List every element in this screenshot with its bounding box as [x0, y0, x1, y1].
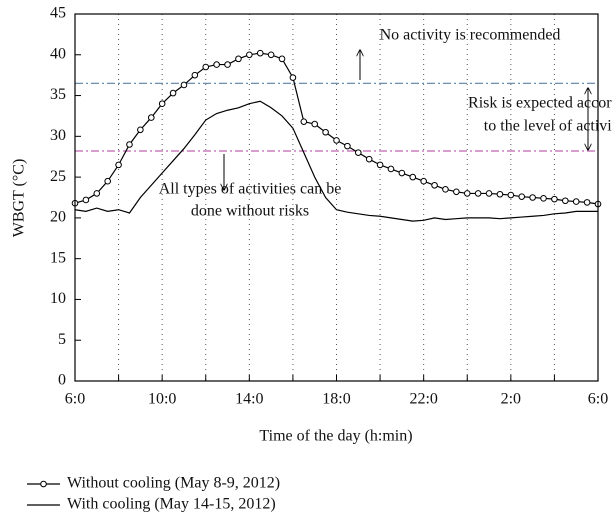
point	[485, 190, 493, 197]
point	[409, 173, 417, 181]
point	[126, 141, 133, 148]
point	[82, 196, 90, 204]
y-tick-label: 25	[50, 168, 66, 185]
point	[104, 177, 111, 185]
point	[463, 190, 471, 197]
x-tick-label: 14:0	[235, 391, 263, 408]
plot-frame	[74, 13, 599, 382]
point	[93, 190, 101, 197]
annotation: No activity is recommended	[380, 27, 561, 44]
point	[278, 55, 286, 63]
y-axis-title: WBGT (°C)	[11, 159, 28, 238]
point	[115, 161, 122, 169]
point	[442, 186, 449, 193]
point	[572, 198, 580, 205]
point	[540, 195, 547, 202]
annotation: All types of activities can be	[159, 181, 342, 198]
point	[529, 194, 536, 201]
point	[300, 118, 308, 125]
legend-label: Without cooling (May 8-9, 2012)	[67, 475, 280, 492]
point	[224, 61, 231, 68]
point	[158, 100, 166, 108]
point	[180, 81, 188, 89]
point	[246, 51, 253, 59]
annotation: to the level of activity	[484, 118, 612, 135]
point	[583, 199, 591, 206]
point	[235, 55, 242, 63]
x-axis-title: Time of the day (h:min)	[259, 428, 412, 445]
point	[551, 195, 558, 203]
y-tick-label: 10	[50, 290, 66, 307]
y-tick-label: 30	[50, 127, 66, 144]
point	[322, 128, 329, 136]
point	[256, 49, 264, 57]
x-tick-label: 10:0	[148, 391, 176, 408]
point	[137, 126, 144, 134]
y-tick-label: 45	[50, 5, 66, 22]
x-tick-label: 6:0	[588, 391, 608, 408]
point	[191, 71, 199, 79]
y-tick-label: 20	[50, 209, 66, 226]
point	[202, 63, 210, 71]
y-tick-label: 15	[50, 249, 66, 266]
point	[398, 169, 406, 177]
point	[474, 190, 482, 197]
x-tick-label: 18:0	[322, 391, 350, 408]
point	[289, 74, 297, 81]
annotation: Risk is expected according	[468, 95, 612, 112]
point	[147, 114, 155, 121]
point	[518, 193, 526, 200]
point	[496, 190, 504, 198]
y-tick-label: 5	[58, 331, 66, 348]
series-line	[74, 100, 598, 222]
y-tick-label: 0	[58, 372, 66, 389]
point	[354, 149, 362, 156]
legend-marker	[40, 480, 47, 488]
legend-label: With cooling (May 14-15, 2012)	[67, 496, 276, 513]
point	[420, 177, 427, 185]
point	[344, 142, 351, 150]
point	[507, 191, 515, 199]
annotation: done without risks	[191, 203, 309, 220]
point	[333, 137, 340, 144]
x-tick-label: 22:0	[409, 391, 437, 408]
point	[267, 51, 275, 59]
point	[169, 89, 177, 97]
y-tick-label: 35	[50, 86, 66, 103]
point	[376, 161, 384, 169]
x-tick-label: 2:0	[501, 391, 521, 408]
point	[431, 181, 438, 189]
point	[387, 165, 395, 173]
point	[213, 61, 220, 68]
y-tick-label: 40	[50, 45, 66, 62]
point	[311, 120, 319, 128]
point	[365, 155, 373, 163]
point	[453, 188, 460, 196]
point	[562, 197, 569, 205]
x-tick-label: 6:0	[65, 391, 85, 408]
